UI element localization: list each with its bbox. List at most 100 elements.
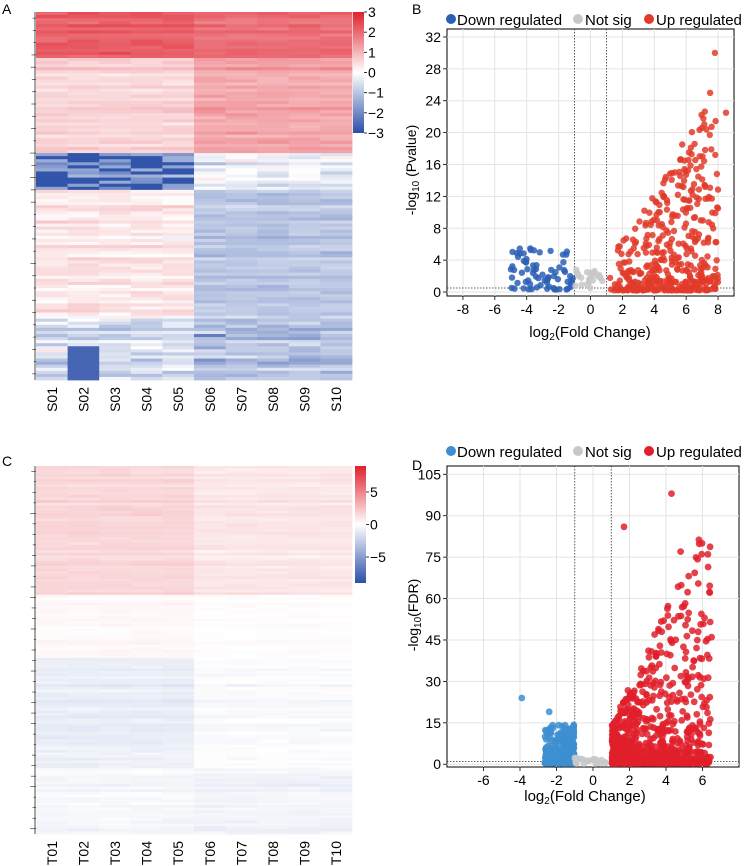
heatmap-cell [225, 534, 258, 538]
heatmap-cell [320, 763, 353, 767]
heatmap-cell [99, 334, 132, 338]
volcano-point-up [682, 648, 690, 656]
heatmap-cell [36, 757, 68, 761]
heatmap-cell [225, 542, 258, 546]
heatmap-cell [320, 297, 353, 301]
volcano-point-up [677, 672, 685, 680]
heatmap-cell [288, 260, 321, 264]
volcano-point-up [706, 582, 714, 590]
heatmap-cell [162, 189, 195, 194]
volcano-point-down [558, 722, 566, 730]
heatmap-cell [162, 349, 195, 353]
heatmap-cell [67, 272, 100, 277]
heatmap-cell [194, 521, 226, 525]
heatmap-cell [288, 607, 321, 611]
heatmap-cell [257, 828, 290, 832]
heatmap-cell [162, 223, 195, 228]
heatmap-cell [130, 479, 163, 483]
heatmap-cell [67, 744, 100, 748]
heatmap-cell [67, 479, 100, 483]
heatmap-cell [288, 602, 321, 606]
heatmap-cell [320, 143, 353, 148]
heatmap-cell [257, 54, 290, 59]
heatmap-cell [162, 597, 195, 601]
heatmap-cell [130, 327, 163, 332]
heatmap-cell [99, 131, 132, 136]
heatmap-cell [257, 668, 290, 672]
heatmap-cell [130, 539, 163, 543]
volcano-point-up [690, 698, 698, 706]
heatmap-cell [99, 505, 132, 509]
heatmap-cell [288, 521, 321, 525]
heatmap-cell [288, 205, 321, 209]
volcano-point-up [664, 706, 672, 713]
heatmap-cell [288, 489, 321, 493]
heatmap-cell [67, 238, 100, 243]
heatmap-cell [162, 370, 195, 375]
volcano-point-down [570, 744, 578, 752]
heatmap-cell [320, 94, 353, 99]
heatmap-cell [320, 547, 353, 551]
heatmap-cell [67, 248, 100, 252]
heatmap-cell [225, 736, 258, 740]
heatmap-cell [162, 823, 195, 827]
heatmap-cell [36, 116, 68, 120]
heatmap-cell [288, 248, 321, 252]
heatmap-cell [162, 334, 195, 338]
heatmap-cell [320, 30, 353, 34]
heatmap-cell [194, 278, 226, 283]
heatmap-cell [99, 665, 132, 669]
heatmap-cell [67, 97, 100, 102]
heatmap-cell [99, 668, 132, 672]
heatmap-cell [257, 644, 290, 648]
heatmap-cell [194, 343, 226, 347]
heatmap-cell [225, 125, 258, 129]
heatmap-cell [99, 636, 132, 640]
heatmap-cell [99, 610, 132, 614]
heatmap-cell [130, 312, 163, 316]
heatmap-cell [225, 100, 258, 105]
heatmap-cell [130, 104, 163, 108]
heatmap-cell [257, 223, 290, 228]
heatmap-cell [99, 303, 132, 307]
heatmap-cell [288, 189, 321, 194]
heatmap-cell [130, 54, 163, 59]
heatmap-cell [67, 334, 100, 338]
volcano-point-down [561, 268, 569, 276]
heatmap-cell [320, 515, 353, 519]
volcano-point-up [684, 261, 692, 268]
heatmap-cell [257, 330, 290, 335]
heatmap-cell [67, 618, 100, 622]
heatmap-cell [130, 125, 163, 129]
heatmap-cell [99, 33, 132, 37]
heatmap-cell [225, 205, 258, 209]
heatmap-cell [67, 571, 100, 575]
heatmap-cell [194, 61, 226, 65]
heatmap-cell [194, 610, 226, 614]
heatmap-cell [130, 623, 163, 627]
heatmap-cell [162, 492, 195, 496]
x-tick-label: 6 [699, 772, 707, 788]
heatmap-cell [162, 521, 195, 525]
volcano-point-up [649, 195, 656, 202]
heatmap-cell [99, 489, 132, 493]
heatmap-cell [36, 494, 68, 498]
heatmap-cell [257, 146, 290, 151]
heatmap-cell [320, 644, 353, 648]
heatmap-cell [99, 473, 132, 477]
y-tick-label: 20 [425, 125, 441, 141]
heatmap-cell [99, 367, 132, 372]
heatmap-cell [194, 794, 226, 798]
heatmap-cell [194, 263, 226, 267]
heatmap-cell [194, 699, 226, 703]
heatmap-cell [257, 663, 290, 667]
heatmap-cell [257, 471, 290, 475]
heatmap-cell [67, 573, 100, 577]
heatmap-cell [257, 642, 290, 646]
heatmap-cell [257, 235, 290, 240]
volcano-point-up [676, 172, 684, 179]
heatmap-cell [36, 481, 68, 485]
heatmap-cell [99, 122, 132, 126]
heatmap-cell [36, 523, 68, 527]
